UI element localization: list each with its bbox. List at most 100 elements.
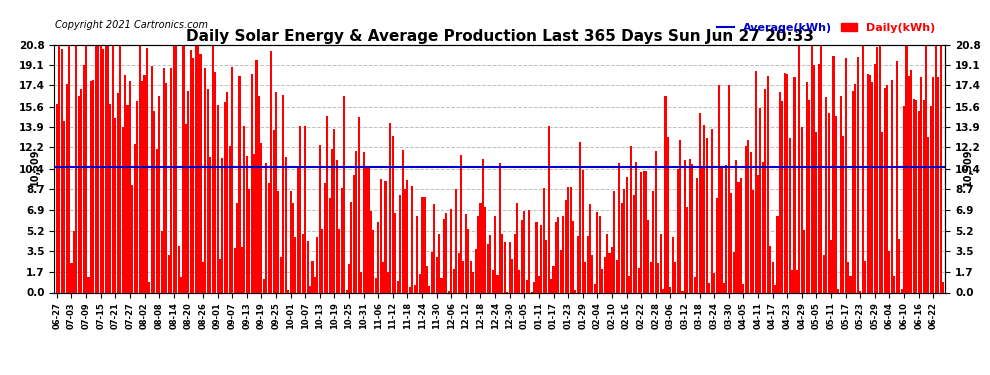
Bar (280, 256, 282, 292)
Bar (177, 246, 179, 292)
Bar (599, 216, 601, 292)
Bar (689, 159, 691, 292)
Bar (499, 163, 501, 292)
Bar (416, 216, 418, 292)
Bar (472, 272, 474, 292)
Bar (923, 100, 925, 292)
Bar (262, 279, 265, 292)
Bar (557, 217, 559, 292)
Bar (172, 46, 175, 292)
Bar (806, 82, 808, 292)
Bar (621, 202, 623, 292)
Bar (68, 45, 70, 292)
Bar (811, 45, 813, 292)
Bar (555, 222, 557, 292)
Bar (906, 45, 908, 292)
Bar (292, 203, 294, 292)
Bar (224, 102, 226, 292)
Bar (706, 138, 708, 292)
Bar (202, 262, 204, 292)
Bar (297, 166, 299, 292)
Bar (519, 270, 521, 292)
Bar (438, 234, 441, 292)
Bar (460, 154, 462, 292)
Bar (496, 275, 499, 292)
Bar (214, 72, 216, 292)
Bar (559, 250, 562, 292)
Bar (538, 276, 540, 292)
Bar (234, 248, 236, 292)
Bar (667, 136, 669, 292)
Bar (326, 116, 328, 292)
Bar (241, 247, 243, 292)
Bar (521, 220, 523, 292)
Bar (182, 45, 184, 292)
Bar (933, 77, 935, 292)
Bar (838, 290, 840, 292)
Bar (830, 240, 832, 292)
Bar (302, 234, 304, 292)
Bar (469, 261, 472, 292)
Bar (744, 146, 746, 292)
Bar (847, 262, 849, 292)
Bar (446, 213, 447, 292)
Bar (579, 142, 581, 292)
Bar (652, 191, 654, 292)
Bar (199, 54, 202, 292)
Bar (696, 178, 698, 292)
Bar (641, 172, 643, 292)
Bar (938, 77, 940, 292)
Bar (219, 259, 221, 292)
Bar (915, 100, 918, 292)
Bar (139, 45, 141, 292)
Bar (864, 261, 866, 292)
Bar (659, 234, 661, 292)
Text: Copyright 2021 Cartronics.com: Copyright 2021 Cartronics.com (55, 20, 208, 30)
Bar (742, 284, 744, 292)
Bar (117, 93, 119, 292)
Bar (265, 162, 267, 292)
Bar (686, 207, 688, 292)
Bar (336, 160, 338, 292)
Bar (447, 291, 449, 292)
Bar (699, 113, 701, 292)
Bar (307, 241, 309, 292)
Bar (321, 229, 324, 292)
Bar (357, 117, 359, 292)
Bar (766, 76, 769, 292)
Bar (856, 57, 859, 292)
Bar (350, 201, 352, 292)
Bar (749, 152, 751, 292)
Bar (436, 256, 438, 292)
Bar (631, 146, 633, 292)
Bar (289, 190, 292, 292)
Bar (82, 65, 85, 292)
Bar (180, 277, 182, 292)
Bar (260, 143, 262, 292)
Bar (798, 46, 801, 292)
Bar (601, 268, 603, 292)
Bar (341, 188, 343, 292)
Bar (789, 138, 791, 292)
Bar (272, 130, 274, 292)
Bar (533, 282, 535, 292)
Bar (852, 91, 854, 292)
Bar (195, 45, 197, 292)
Bar (339, 229, 341, 292)
Bar (165, 83, 167, 292)
Bar (833, 56, 835, 292)
Bar (144, 75, 146, 292)
Bar (828, 113, 830, 292)
Bar (355, 151, 357, 292)
Bar (881, 132, 883, 292)
Bar (426, 266, 428, 292)
Bar (110, 104, 112, 292)
Bar (441, 278, 443, 292)
Bar (920, 77, 922, 292)
Bar (132, 185, 134, 292)
Bar (489, 236, 491, 292)
Bar (813, 64, 815, 292)
Bar (190, 50, 192, 292)
Bar (87, 278, 89, 292)
Bar (888, 251, 890, 292)
